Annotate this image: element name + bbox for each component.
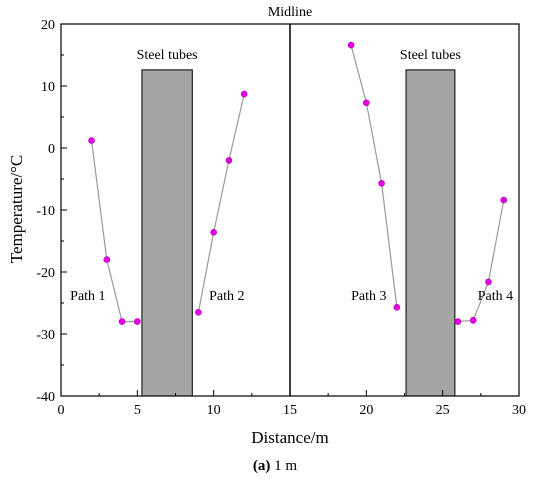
y-tick-label--30: -30 (36, 328, 55, 343)
figure-caption: (a) 1 m (253, 458, 298, 474)
y-tick-label--20: -20 (36, 266, 55, 281)
x-tick-label-15: 15 (283, 403, 297, 418)
y-tick-label--10: -10 (36, 204, 55, 219)
data-point-path1-2 (103, 256, 111, 263)
y-axis-title: Temperature/°C (7, 155, 26, 264)
data-point-path4-1 (454, 318, 462, 325)
data-point-path2-4 (240, 90, 248, 98)
data-point-path4-4 (500, 196, 508, 204)
caption-text: 1 m (270, 458, 297, 474)
plot-area: Steel tubes Steel tubes Midline Path 1 Path … (70, 5, 513, 397)
y-tick-label-10: 10 (41, 80, 55, 95)
axes: 0 5 10 15 20 25 30 -40 -30 -20 -10 0 10 20 (36, 18, 526, 418)
series-line-1 (90, 140, 138, 323)
data-point-path3-4 (393, 304, 401, 311)
y-tick-label-20: 20 (41, 18, 55, 33)
x-tick-label-20: 20 (359, 403, 373, 418)
data-point-path1-1 (88, 137, 95, 144)
x-tick-label-30: 30 (512, 403, 526, 418)
series-line-4 (457, 199, 505, 323)
y-tick-label--40: -40 (36, 390, 55, 405)
series-line-2 (197, 93, 245, 313)
data-point-path3-3 (378, 180, 385, 187)
series-line-3 (350, 44, 398, 308)
path-label-4: Path 4 (478, 289, 513, 304)
data-point-path2-2 (210, 229, 217, 236)
data-point-path3-1 (347, 41, 355, 49)
x-tick-label-5: 5 (134, 403, 141, 418)
path-label-2: Path 2 (209, 289, 244, 304)
data-point-path2-3 (225, 157, 233, 164)
path-label-1: Path 1 (70, 289, 105, 304)
caption-prefix: (a) (253, 458, 271, 474)
steel-tube-rect-1 (141, 69, 193, 397)
steel-tube-label-1: Steel tubes (137, 48, 198, 63)
midline-label: Midline (268, 5, 312, 20)
data-point-path2-1 (195, 308, 202, 316)
data-point-path3-2 (363, 99, 370, 107)
x-tick-label-10: 10 (207, 403, 221, 418)
data-point-path4-2 (469, 317, 477, 324)
data-point-path1-4 (134, 318, 141, 325)
x-tick-label-25: 25 (436, 403, 450, 418)
y-tick-label-0: 0 (48, 142, 55, 157)
data-point-path4-3 (485, 278, 492, 286)
path-label-3: Path 3 (351, 289, 386, 304)
data-point-path1-3 (118, 318, 126, 325)
x-tick-label-0: 0 (58, 403, 65, 418)
steel-tube-rect-2 (405, 69, 456, 397)
steel-tube-label-2: Steel tubes (400, 48, 461, 63)
x-axis-title: Distance/m (251, 428, 328, 447)
